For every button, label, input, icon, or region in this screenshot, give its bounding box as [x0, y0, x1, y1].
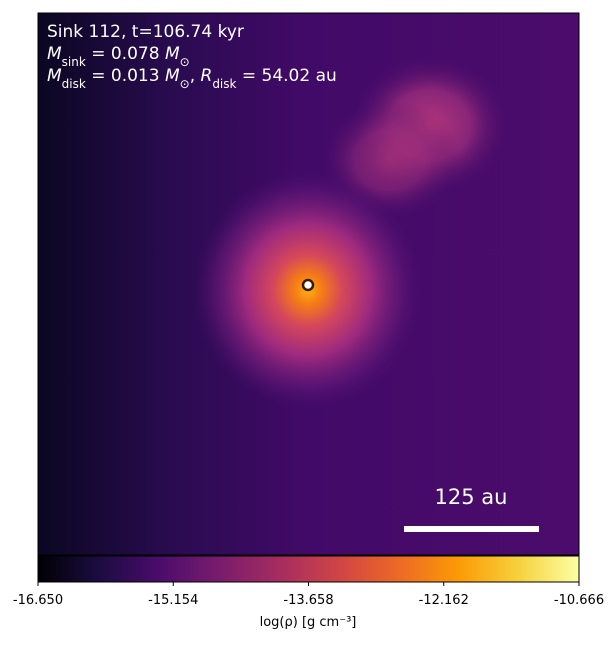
annotation-part: M [165, 44, 180, 64]
colorbar-tick-label: -12.162 [419, 593, 469, 608]
annotation-part: ⊙ [180, 77, 190, 91]
annotation-part: ⊙ [180, 55, 190, 69]
annotation-part: = 54.02 au [236, 66, 336, 86]
density-map [38, 13, 579, 555]
colorbar-label: log(ρ) [g cm⁻³] [260, 615, 357, 630]
colorbar [37, 555, 580, 583]
annotation-part: = 0.078 [86, 44, 165, 64]
annotation: Msink = 0.078 M⊙ [47, 44, 190, 69]
annotation-part: M [47, 44, 62, 64]
annotation: Mdisk = 0.013 M⊙, Rdisk = 54.02 au [47, 66, 337, 91]
image-frame [37, 12, 580, 556]
scale-bar-label: 125 au [435, 485, 508, 509]
annotation-part: disk [212, 77, 236, 91]
annotation: Sink 112, t=106.74 kyr [47, 22, 244, 42]
colorbar-tick-label: -15.154 [148, 593, 198, 608]
annotation-part: disk [62, 77, 86, 91]
scale-bar [404, 526, 539, 532]
annotation-part: = 0.013 [86, 66, 165, 86]
annotation-part: M [165, 66, 180, 86]
annotation-part: sink [62, 55, 86, 69]
annotation-part: , [190, 66, 201, 86]
annotation-part: M [47, 66, 62, 86]
colorbar-tick-label: -16.650 [13, 593, 63, 608]
annotation-part: Sink 112, t=106.74 kyr [47, 22, 244, 42]
sink-marker [301, 278, 315, 292]
colorbar-tick-label: -13.658 [283, 593, 333, 608]
colorbar-tick-label: -10.666 [554, 593, 604, 608]
annotation-part: R [201, 66, 213, 86]
